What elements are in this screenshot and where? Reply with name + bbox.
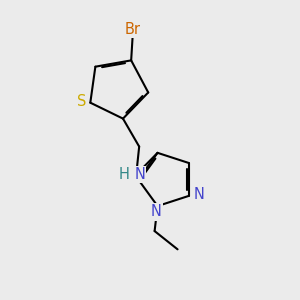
- Text: H: H: [118, 167, 129, 182]
- Text: Br: Br: [124, 22, 141, 37]
- Text: N: N: [194, 187, 205, 202]
- Text: S: S: [77, 94, 87, 109]
- Text: N: N: [134, 167, 145, 182]
- Text: N: N: [151, 204, 161, 219]
